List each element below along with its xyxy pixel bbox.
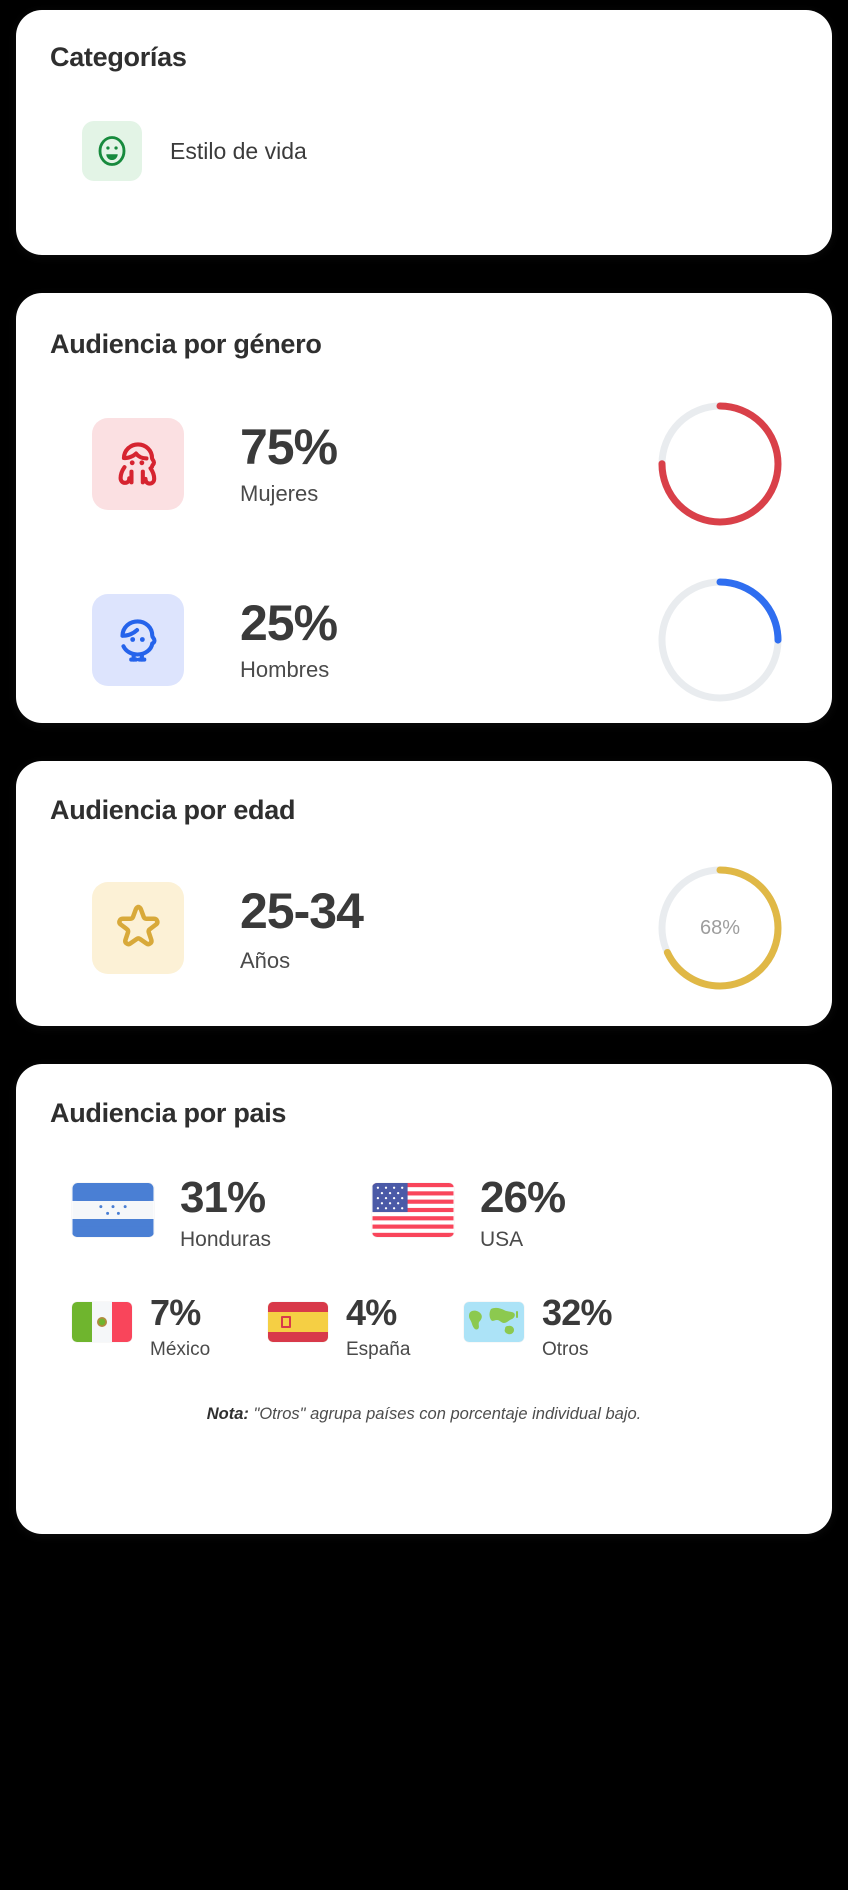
country-note-text: "Otros" agrupa países con porcentaje ind… xyxy=(248,1404,642,1423)
categories-title: Categorías xyxy=(50,42,187,72)
gender-title: Audiencia por género xyxy=(50,329,322,359)
spain-percent: 4% xyxy=(346,1292,397,1334)
country-row-secondary: 7% México 4% España xyxy=(50,1294,798,1361)
flag-spain-icon xyxy=(268,1302,328,1343)
usa-label: USA xyxy=(480,1228,524,1252)
honduras-stat: 31% Honduras xyxy=(180,1173,272,1252)
female-donut-chart xyxy=(654,398,786,530)
country-item-honduras: 31% Honduras xyxy=(72,1173,372,1252)
gender-audience-card: Audiencia por género 75% Mujeres xyxy=(16,293,832,723)
mexico-stat: 7% México xyxy=(150,1294,210,1361)
mexico-label: México xyxy=(150,1338,211,1360)
otros-percent: 32% xyxy=(542,1292,612,1334)
age-donut-chart: 68% xyxy=(654,862,786,994)
world-map-icon xyxy=(464,1302,524,1343)
spain-stat: 4% España xyxy=(346,1294,410,1361)
age-unit-label: Años xyxy=(240,948,291,973)
male-label: Hombres xyxy=(240,657,330,683)
otros-label: Otros xyxy=(542,1338,589,1360)
age-audience-card: Audiencia por edad 25-34 Años 68% xyxy=(16,761,832,1026)
usa-percent: 26% xyxy=(480,1173,566,1222)
smiley-face-icon xyxy=(82,121,142,181)
usa-stat: 26% USA xyxy=(480,1173,566,1252)
male-stat: 25% Hombres xyxy=(240,597,440,684)
female-label: Mujeres xyxy=(240,481,319,507)
mexico-percent: 7% xyxy=(150,1292,201,1334)
country-audience-card: Audiencia por pais 31% xyxy=(16,1064,832,1534)
male-percent: 25% xyxy=(240,594,338,651)
honduras-percent: 31% xyxy=(180,1173,266,1222)
otros-stat: 32% Otros xyxy=(542,1294,612,1361)
country-item-usa: 26% USA xyxy=(372,1173,672,1252)
categories-card: Categorías Estilo de vida xyxy=(16,10,832,255)
country-item-spain: 4% España xyxy=(268,1294,464,1361)
spain-label: España xyxy=(346,1338,411,1360)
male-donut-chart xyxy=(654,574,786,706)
age-donut-center-label: 68% xyxy=(699,916,741,939)
flag-mexico-icon xyxy=(72,1302,132,1343)
category-item-lifestyle[interactable]: Estilo de vida xyxy=(82,121,798,181)
female-avatar-icon xyxy=(92,418,184,510)
flag-usa-icon xyxy=(372,1183,454,1237)
female-stat: 75% Mujeres xyxy=(240,421,440,508)
gender-row-female: 75% Mujeres xyxy=(50,398,798,530)
country-row-primary: 31% Honduras xyxy=(50,1173,798,1252)
female-percent: 75% xyxy=(240,418,338,475)
category-label: Estilo de vida xyxy=(170,137,307,164)
male-avatar-icon xyxy=(92,594,184,686)
age-range: 25-34 xyxy=(240,883,364,939)
country-note-prefix: Nota: xyxy=(206,1404,249,1423)
country-title: Audiencia por pais xyxy=(50,1098,287,1128)
age-stat: 25-34 Años xyxy=(240,882,364,974)
gender-row-male: 25% Hombres xyxy=(50,574,798,706)
age-title: Audiencia por edad xyxy=(50,795,296,825)
honduras-label: Honduras xyxy=(180,1228,272,1252)
country-item-otros: 32% Otros xyxy=(464,1294,660,1361)
flag-honduras-icon xyxy=(72,1183,154,1237)
country-note: Nota: "Otros" agrupa países con porcenta… xyxy=(50,1405,798,1424)
age-row: 25-34 Años 68% xyxy=(50,862,798,994)
country-item-mexico: 7% México xyxy=(72,1294,268,1361)
star-icon xyxy=(92,882,184,974)
